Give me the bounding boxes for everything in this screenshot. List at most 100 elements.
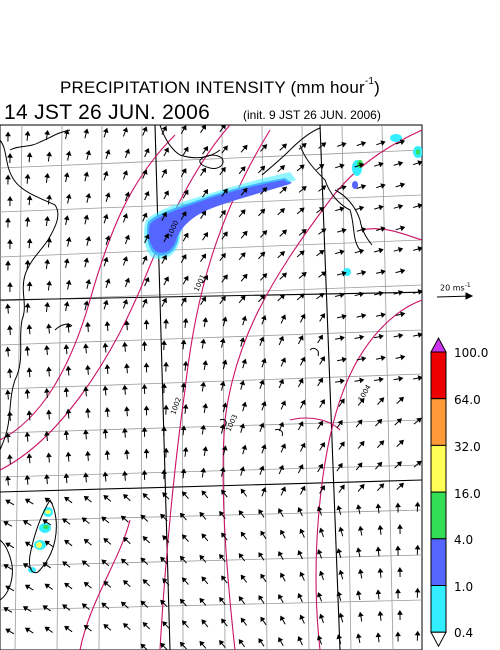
wind-arrow-head [298, 335, 304, 341]
wind-arrow-head [260, 616, 266, 623]
wind-arrow-head [239, 337, 246, 343]
wind-arrow-head [278, 335, 285, 342]
wind-arrow-head [259, 465, 265, 471]
wind-arrow-head [24, 302, 31, 308]
wind-arrow-head [124, 148, 130, 154]
wind-arrow-head [63, 344, 70, 350]
wind-arrow-head [102, 170, 109, 177]
wind-arrow-head [160, 642, 166, 649]
wind-arrow-head [359, 483, 365, 490]
wind-arrow-head [220, 166, 226, 173]
wind-arrow-head [24, 345, 31, 351]
wind-arrow-head [179, 598, 186, 605]
wind-arrow-head [183, 189, 189, 196]
wind-arrow-head [7, 239, 13, 244]
wind-arrow-head [183, 232, 189, 239]
wind-arrow-head [120, 558, 127, 564]
wind-arrow-head [219, 380, 226, 387]
wind-arrow-head [375, 503, 382, 509]
wind-arrow-head [202, 446, 208, 452]
wind-arrow-head [380, 355, 386, 361]
wind-arrow-head [65, 365, 72, 371]
wind-arrow-head [239, 423, 246, 429]
wind-arrow-head [181, 125, 187, 131]
wind-arrow-head [339, 398, 345, 404]
wind-arrow-head [24, 474, 31, 480]
coast-taiwan [29, 499, 57, 574]
wind-arrow-head [65, 322, 72, 328]
wind-arrow-head [376, 461, 383, 468]
wind-arrow-head [240, 531, 246, 538]
wind-arrow-head [377, 567, 384, 573]
wind-arrow-head [361, 270, 367, 276]
valid-time: 14 JST 26 JUN. 2006 [4, 101, 211, 124]
wind-arrow-head [24, 584, 31, 590]
wind-arrow-head [83, 386, 89, 392]
wind-arrow-head [24, 541, 31, 547]
wind-arrow-head [220, 252, 226, 259]
wind-arrow-head [42, 519, 49, 525]
wind-arrow-head [280, 443, 287, 449]
wind-arrow-head [278, 421, 285, 428]
wind-arrow-head [299, 164, 305, 170]
wind-arrow-head [24, 259, 31, 265]
wind-arrow-head [102, 428, 109, 434]
wind-arrow-head [46, 194, 53, 200]
wind-arrow-head [221, 359, 228, 365]
wind-arrow-head [261, 401, 267, 407]
wind-arrow-head [317, 420, 323, 426]
wind-arrow-head [341, 141, 347, 148]
wind-arrow-head [221, 445, 228, 451]
wind-arrow-head [83, 214, 90, 220]
wind-arrow-head [222, 188, 228, 194]
wind-arrow-head [339, 206, 345, 212]
wind-arrow-head [201, 167, 207, 173]
wind-arrow-head [280, 572, 286, 578]
wind-arrow-head [359, 377, 365, 384]
legend-swatch [430, 538, 447, 586]
wind-arrow-head [259, 294, 266, 300]
wind-arrow-head [179, 555, 186, 562]
isobar-contours [0, 125, 422, 650]
wind-arrow-head [278, 594, 284, 600]
wind-arrow-head [377, 524, 384, 530]
wind-arrow-head [298, 464, 304, 470]
wind-arrow-head [102, 299, 109, 306]
wind-arrow-head [338, 569, 345, 575]
wind-arrow-head [242, 144, 248, 151]
wind-arrow-head [380, 140, 386, 146]
wind-arrow-head [160, 513, 166, 520]
wind-arrow-head [318, 249, 325, 256]
wind-arrow-head [339, 335, 345, 342]
wind-arrow-head [359, 397, 365, 404]
legend-swatch [430, 398, 447, 446]
wind-arrow-head [24, 627, 31, 633]
wind-arrow-head [199, 640, 205, 647]
wind-arrow-head [219, 596, 225, 603]
wind-arrow-head [360, 141, 367, 147]
wind-arrow-head [5, 585, 11, 591]
wind-arrow-head [258, 552, 264, 558]
wind-arrow-head [83, 300, 90, 306]
wind-arrow-head [278, 378, 285, 385]
wind-arrow-head [7, 368, 13, 373]
wind-arrow-head [104, 149, 111, 155]
wind-arrow-head [299, 293, 305, 299]
legend-label: 4.0 [454, 533, 474, 547]
wind-arrow-head [103, 581, 109, 587]
wind-arrow-head [26, 238, 33, 244]
wind-arrow-head [281, 143, 287, 149]
wind-arrow-head [142, 126, 148, 132]
wind-arrow-head [104, 235, 111, 241]
wind-arrow-head [400, 268, 406, 275]
wind-arrow-head [201, 125, 207, 130]
wind-arrow-head [397, 610, 403, 615]
wind-arrow-head [396, 461, 402, 467]
wind-arrow-head [63, 430, 70, 436]
wind-arrow-head [142, 622, 148, 628]
wind-arrow-head [65, 236, 72, 242]
wind-arrow-head [359, 334, 365, 341]
wind-arrow-head [240, 617, 246, 624]
wind-arrow-head [143, 362, 150, 368]
wind-arrow-head [44, 583, 51, 589]
